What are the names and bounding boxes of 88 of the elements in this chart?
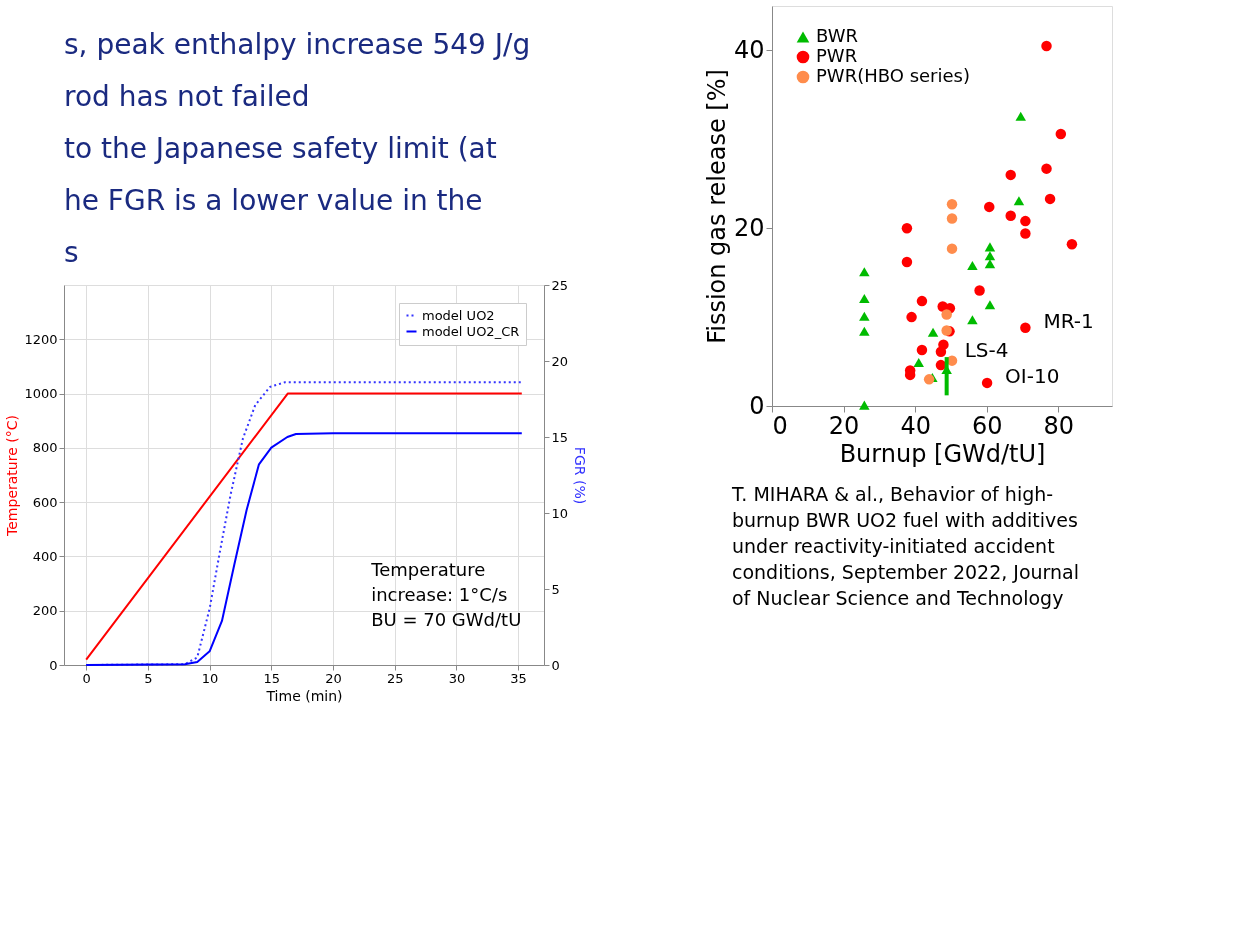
point bbox=[1041, 40, 1052, 52]
point bbox=[974, 285, 985, 296]
text: T. MIHARA & al., Behavior of high-burnup BWR UO2 fuel with additives under reactivity-initiated accident conditions, September 2022, Journal of Nuclear Science and Technology bbox=[731, 483, 1080, 609]
point bbox=[967, 315, 978, 325]
text: rod has not failed bbox=[64, 80, 310, 113]
point bbox=[906, 311, 917, 323]
y2-axis-title: FGR (%) bbox=[572, 446, 589, 505]
point bbox=[1044, 193, 1056, 205]
point bbox=[946, 243, 958, 254]
x-tick-label: 0 bbox=[772, 411, 788, 440]
y-tick-label: 600 bbox=[32, 494, 58, 510]
x-tick-label: 15 bbox=[263, 670, 281, 686]
x-tick-label: 35 bbox=[510, 670, 527, 686]
y2-tick-label: 20 bbox=[551, 353, 569, 369]
point bbox=[941, 309, 952, 320]
x-axis-title: Time (min) bbox=[265, 687, 343, 704]
x-tick-label: 30 bbox=[448, 670, 466, 686]
point bbox=[1020, 215, 1031, 227]
y-tick-label: 1200 bbox=[24, 331, 58, 347]
line-series bbox=[85, 432, 523, 666]
legend-label: PWR bbox=[816, 45, 858, 66]
annotation: LS-4 bbox=[964, 338, 1009, 363]
point bbox=[859, 326, 870, 336]
point bbox=[984, 242, 996, 252]
point bbox=[935, 346, 947, 358]
y-tick-label: 800 bbox=[32, 440, 58, 456]
text: he FGR is a lower value in the bbox=[64, 184, 483, 217]
point bbox=[859, 267, 870, 277]
point bbox=[981, 377, 993, 389]
point bbox=[1055, 128, 1067, 140]
y-axis-title: Fission gas release [%] bbox=[702, 69, 731, 344]
point bbox=[984, 259, 996, 269]
text: s bbox=[64, 236, 79, 269]
point bbox=[859, 400, 870, 410]
legend-label: PWR(HBO series) bbox=[816, 65, 970, 86]
annotation: Temperature increase: 1°C/s BU = 70 GWd/tU bbox=[370, 559, 522, 631]
annotation: MR-1 bbox=[1043, 308, 1094, 333]
point bbox=[923, 374, 935, 385]
point bbox=[916, 344, 928, 356]
point bbox=[1013, 196, 1025, 206]
y2-tick-label: 5 bbox=[551, 581, 560, 597]
point bbox=[901, 256, 913, 268]
legend-label: model UO2_CR bbox=[422, 323, 520, 339]
x-tick-label: 10 bbox=[201, 670, 219, 686]
point bbox=[913, 357, 924, 367]
x-tick-label: 60 bbox=[971, 411, 1003, 440]
point bbox=[1005, 169, 1016, 181]
x-tick-label: 25 bbox=[386, 670, 404, 686]
point bbox=[916, 295, 928, 307]
point bbox=[1020, 322, 1031, 334]
point bbox=[1066, 238, 1078, 250]
y-tick-label: 40 bbox=[733, 35, 765, 64]
x-tick-label: 80 bbox=[1043, 411, 1075, 440]
x-axis-title: Burnup [GWd/tU] bbox=[839, 439, 1046, 468]
y2-tick-label: 0 bbox=[551, 657, 560, 673]
x-tick-label: 20 bbox=[325, 670, 342, 686]
point bbox=[984, 300, 996, 310]
annotation: OI-10 bbox=[1005, 363, 1060, 388]
y-axis-title: Temperature (°C) bbox=[4, 415, 21, 537]
y-tick-label: 200 bbox=[32, 603, 58, 619]
y-tick-label: 1000 bbox=[24, 386, 58, 402]
x-tick-label: 20 bbox=[828, 411, 860, 440]
y2-tick-label: 10 bbox=[551, 505, 569, 521]
text: to the Japanese safety limit (at bbox=[64, 132, 497, 165]
x-tick-label: 40 bbox=[900, 411, 931, 440]
legend-label: BWR bbox=[816, 25, 859, 46]
point bbox=[859, 311, 870, 321]
y-tick-label: 20 bbox=[733, 213, 765, 242]
point bbox=[946, 198, 958, 210]
legend-label: model UO2 bbox=[422, 307, 495, 323]
text: s, peak enthalpy increase 549 J/g bbox=[64, 28, 531, 61]
point bbox=[927, 327, 939, 337]
point bbox=[1015, 111, 1026, 121]
point bbox=[946, 213, 958, 224]
y-tick-label: 0 bbox=[749, 391, 765, 420]
point bbox=[967, 261, 978, 271]
point bbox=[859, 293, 870, 303]
y-tick-label: 400 bbox=[32, 548, 58, 564]
point bbox=[1005, 210, 1016, 222]
point bbox=[1020, 228, 1031, 239]
point bbox=[984, 251, 996, 261]
point bbox=[901, 222, 913, 234]
x-tick-label: 0 bbox=[82, 670, 91, 686]
x-tick-label: 5 bbox=[144, 670, 153, 686]
y-tick-label: 0 bbox=[49, 657, 58, 673]
y2-tick-label: 25 bbox=[551, 277, 569, 293]
point bbox=[984, 201, 995, 213]
point bbox=[1041, 163, 1052, 174]
